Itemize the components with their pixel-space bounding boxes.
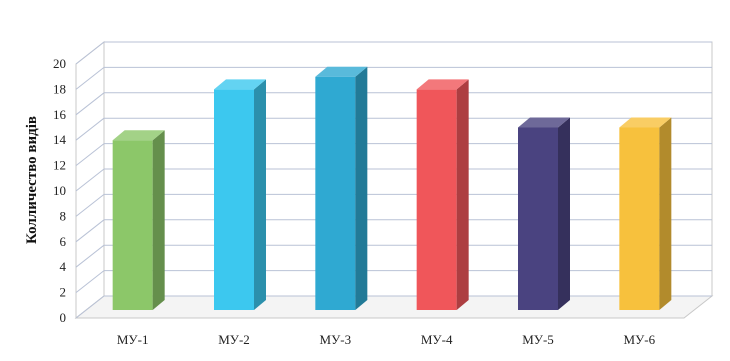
- bar-side: [152, 130, 165, 310]
- y-tick-label: 10: [53, 183, 66, 198]
- x-tick-label: МУ-3: [320, 332, 352, 347]
- bar-top: [112, 130, 165, 141]
- bar-МУ-5: [518, 117, 570, 310]
- bar-side: [659, 117, 672, 310]
- bar-front: [619, 127, 660, 310]
- y-axis-label: Колличество видів: [24, 116, 40, 244]
- y-tick-label: 16: [53, 107, 67, 122]
- gridlines: [75, 41, 712, 319]
- bar-front: [315, 76, 356, 310]
- y-tick-label: 6: [60, 234, 67, 249]
- bar-side: [254, 79, 266, 311]
- bar-МУ-3: [315, 66, 368, 310]
- x-tick-label: МУ-5: [522, 332, 554, 347]
- gridline-side: [75, 244, 105, 268]
- gridline-side: [75, 41, 105, 65]
- bar-top: [619, 117, 672, 128]
- gridline-side: [75, 295, 105, 319]
- bar-side: [456, 79, 469, 311]
- bars: [112, 66, 672, 311]
- bar-top: [518, 117, 570, 128]
- bar-front: [112, 140, 153, 310]
- bar-МУ-6: [619, 117, 672, 310]
- x-tick-label: МУ-4: [421, 332, 453, 347]
- gridline-side: [75, 219, 105, 243]
- bar-front: [416, 89, 457, 311]
- x-tick-label: МУ-1: [117, 332, 149, 347]
- y-tick-label: 18: [53, 81, 66, 96]
- gridline-side: [75, 168, 105, 192]
- y-tick-label: 8: [60, 208, 67, 223]
- bar-front: [214, 89, 254, 311]
- gridline-side: [75, 92, 105, 116]
- gridline-side: [75, 67, 105, 90]
- bar-МУ-2: [214, 79, 266, 311]
- bar-top: [416, 79, 469, 90]
- y-tick-label: 12: [53, 158, 66, 173]
- y-tick-label: 14: [53, 132, 67, 147]
- y-tick-label: 2: [60, 285, 67, 300]
- y-tick-label: 4: [60, 259, 67, 274]
- chart-walls: [74, 40, 714, 320]
- x-tick-label: МУ-6: [624, 332, 656, 347]
- bar-МУ-4: [416, 79, 469, 311]
- bar-front: [518, 127, 558, 310]
- bar-МУ-1: [112, 130, 165, 310]
- gridline-side: [75, 143, 105, 166]
- y-tick-label: 0: [60, 310, 67, 325]
- bar-top: [315, 66, 368, 77]
- gridline-side: [75, 194, 105, 217]
- gridline-side: [75, 117, 105, 141]
- bar-top: [214, 79, 266, 90]
- bar-side: [355, 66, 368, 310]
- x-tick-labels: МУ-1 МУ-2 МУ-3 МУ-4 МУ-5 МУ-6: [117, 332, 656, 347]
- chart-floor: [74, 295, 714, 319]
- gridline-side: [75, 270, 105, 293]
- y-tick-labels: 0 2 4 6 8 10 12 14 16 18 20: [53, 56, 67, 325]
- y-tick-label: 20: [53, 56, 66, 71]
- x-tick-label: МУ-2: [218, 332, 250, 347]
- bar-side: [558, 117, 570, 310]
